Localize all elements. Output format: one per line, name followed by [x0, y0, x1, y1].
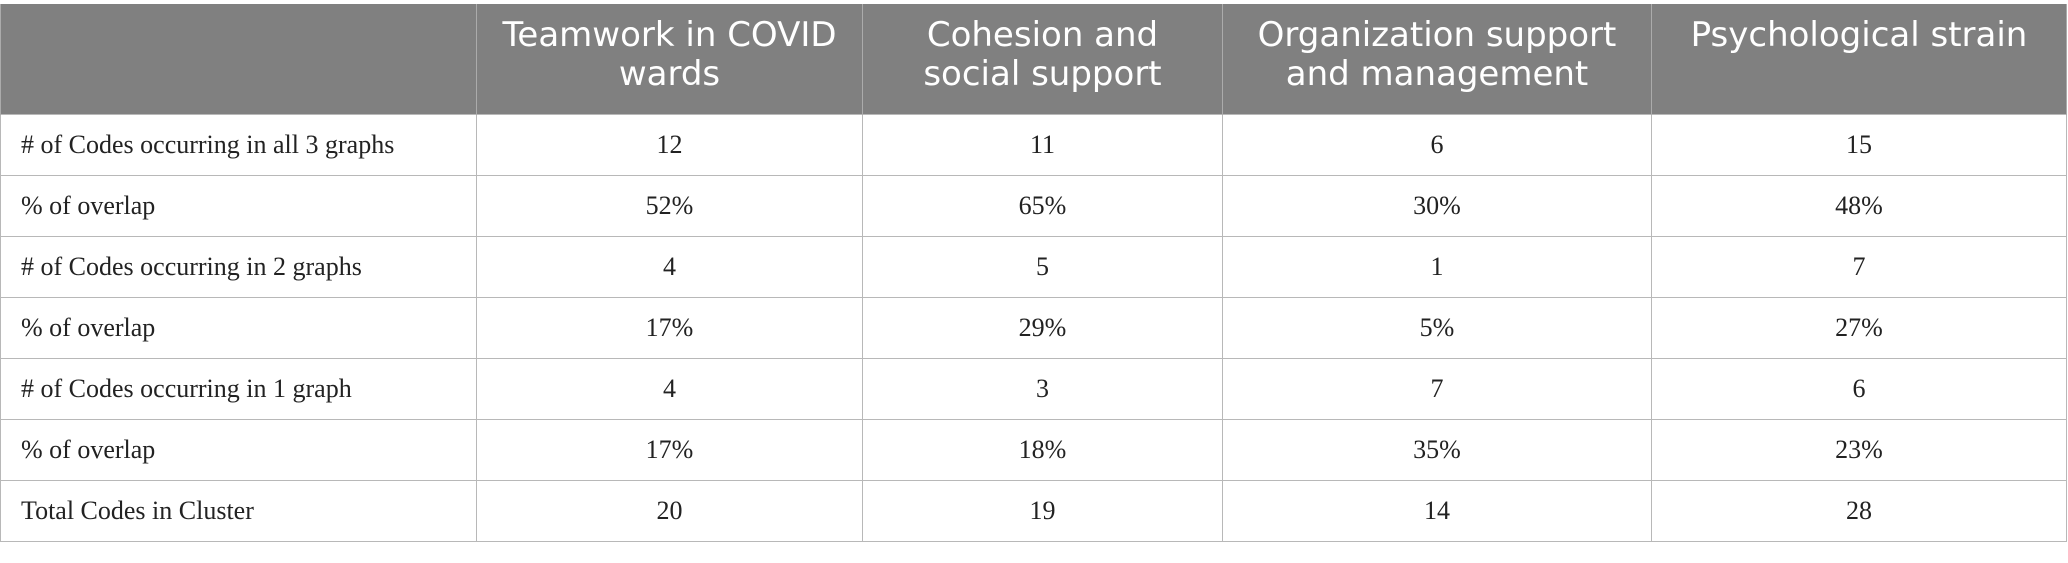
table-cell: 4 — [476, 235, 863, 298]
header-cell-empty — [0, 4, 477, 114]
table-cell: 7 — [1651, 235, 2067, 298]
header-cell-organization: Organization support and management — [1222, 4, 1652, 114]
row-label: % of overlap — [0, 418, 477, 481]
table-cell: 29% — [862, 296, 1223, 359]
table-cell: 3 — [862, 357, 1223, 420]
table-cell: 14 — [1222, 479, 1652, 542]
table-cell: 48% — [1651, 174, 2067, 237]
table-header: Teamwork in COVID wards Cohesion and soc… — [0, 4, 2067, 114]
table-cell: 19 — [862, 479, 1223, 542]
table-row: # of Codes occurring in all 3 graphs 12 … — [0, 113, 2067, 176]
table-cell: 6 — [1222, 113, 1652, 176]
table-row: % of overlap 17% 29% 5% 27% — [0, 296, 2067, 359]
header-cell-teamwork: Teamwork in COVID wards — [476, 4, 863, 114]
table-cell: 11 — [862, 113, 1223, 176]
table-cell: 18% — [862, 418, 1223, 481]
row-label: # of Codes occurring in 1 graph — [0, 357, 477, 420]
row-label: Total Codes in Cluster — [0, 479, 477, 542]
table-cell: 65% — [862, 174, 1223, 237]
table-row: % of overlap 17% 18% 35% 23% — [0, 418, 2067, 481]
table-cell: 52% — [476, 174, 863, 237]
row-label: # of Codes occurring in all 3 graphs — [0, 113, 477, 176]
table-cell: 5 — [862, 235, 1223, 298]
table-cell: 30% — [1222, 174, 1652, 237]
table-cell: 20 — [476, 479, 863, 542]
table-cell: 17% — [476, 418, 863, 481]
row-label: % of overlap — [0, 174, 477, 237]
table-cell: 12 — [476, 113, 863, 176]
table-row: % of overlap 52% 65% 30% 48% — [0, 174, 2067, 237]
row-label: # of Codes occurring in 2 graphs — [0, 235, 477, 298]
table-cell: 23% — [1651, 418, 2067, 481]
table-cell: 4 — [476, 357, 863, 420]
table-body: # of Codes occurring in all 3 graphs 12 … — [0, 113, 2067, 542]
table-row: # of Codes occurring in 2 graphs 4 5 1 7 — [0, 235, 2067, 298]
table-row: # of Codes occurring in 1 graph 4 3 7 6 — [0, 357, 2067, 420]
table-cell: 17% — [476, 296, 863, 359]
table-cell: 7 — [1222, 357, 1652, 420]
header-row: Teamwork in COVID wards Cohesion and soc… — [0, 4, 2067, 114]
table-cell: 1 — [1222, 235, 1652, 298]
header-cell-psychological-strain: Psychological strain — [1651, 4, 2067, 114]
table-cell: 5% — [1222, 296, 1652, 359]
header-cell-cohesion: Cohesion and social support — [862, 4, 1223, 114]
table-cell: 15 — [1651, 113, 2067, 176]
table-cell: 27% — [1651, 296, 2067, 359]
data-table: Teamwork in COVID wards Cohesion and soc… — [0, 4, 2067, 542]
table-cell: 28 — [1651, 479, 2067, 542]
table-cell: 6 — [1651, 357, 2067, 420]
table-cell: 35% — [1222, 418, 1652, 481]
table-row: Total Codes in Cluster 20 19 14 28 — [0, 479, 2067, 542]
row-label: % of overlap — [0, 296, 477, 359]
